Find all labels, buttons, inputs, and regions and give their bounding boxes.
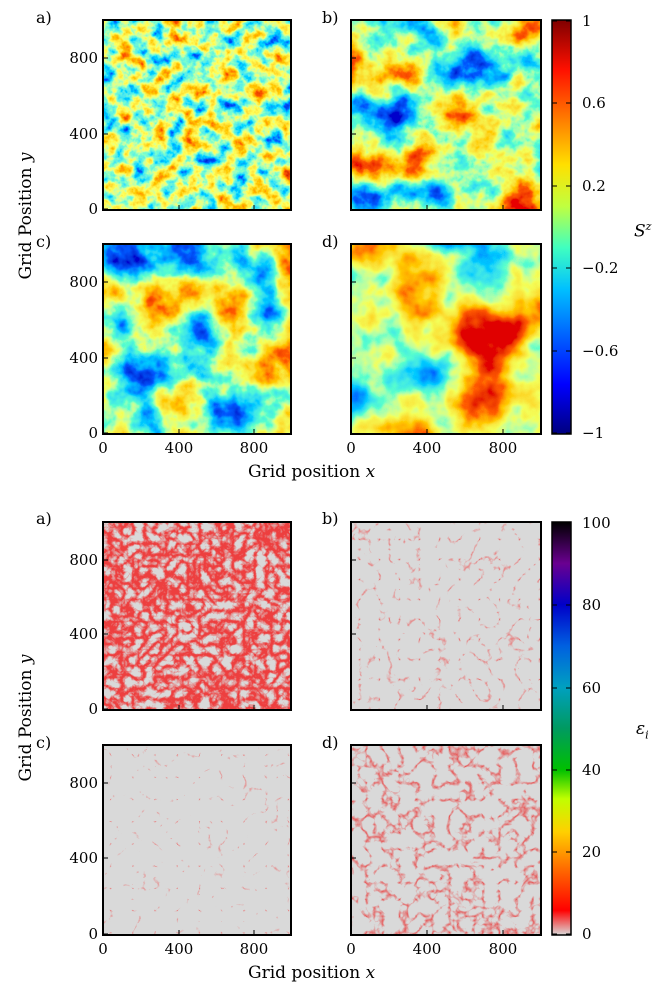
top-cbar-tick-0.2: 0.2: [582, 177, 606, 195]
bottom-cbar-tick-40: 40: [582, 761, 602, 779]
top-a-ytick-800: 800: [69, 49, 98, 67]
top-panel-label-a: a): [36, 8, 52, 27]
bottom-a-ytick-800: 800: [69, 551, 98, 569]
bottom-c-xtick-800: 800: [239, 940, 269, 958]
top-a-ytick-400: 400: [69, 125, 98, 143]
top-cbar-tick-neg1: −1: [582, 424, 605, 442]
top-c-ytick-400: 400: [69, 349, 98, 367]
bottom-c-ytick-400: 400: [69, 849, 98, 867]
top-cbar-tick-1: 1: [582, 12, 592, 30]
top-a-ytick-0: 0: [88, 200, 98, 218]
bottom-d-xtick-400: 400: [412, 940, 442, 958]
top-d-xtick-0: 0: [346, 439, 356, 457]
bottom-cbar-tick-20: 20: [582, 843, 602, 861]
top-colorbar-label: Sz: [634, 220, 652, 242]
top-c-ytick-0: 0: [88, 424, 98, 442]
bottom-y-axis-label: Grid Position y: [16, 654, 36, 782]
bottom-x-axis-label: Grid position x: [248, 963, 376, 983]
bottom-panel-c-heatmap: [102, 744, 292, 936]
top-panel-d-heatmap: [350, 243, 542, 435]
top-y-axis-label: Grid Position y: [16, 152, 36, 280]
top-panel-label-c: c): [36, 232, 52, 251]
top-panel-b-heatmap: [350, 19, 542, 211]
top-cbar-tick-neg0.6: −0.6: [582, 342, 619, 360]
top-panel-c-heatmap: [102, 243, 292, 435]
bottom-colorbar-label: εi: [636, 719, 649, 742]
bottom-cbar-tick-100: 100: [582, 514, 611, 532]
top-c-xtick-0: 0: [98, 439, 108, 457]
bottom-a-ytick-0: 0: [88, 700, 98, 718]
bottom-a-ytick-400: 400: [69, 625, 98, 643]
top-panel-a-heatmap: [102, 19, 292, 211]
bottom-panel-label-a: a): [36, 509, 52, 528]
top-panel-label-b: b): [322, 8, 339, 27]
bottom-panel-b-heatmap: [350, 521, 542, 711]
top-x-axis-label: Grid position x: [248, 462, 376, 482]
bottom-panel-d-heatmap: [350, 744, 542, 936]
top-d-xtick-800: 800: [488, 439, 518, 457]
bottom-cbar-tick-80: 80: [582, 596, 602, 614]
bottom-cbar-tick-0: 0: [582, 925, 592, 943]
bottom-axis-ticks: [103, 559, 504, 935]
bottom-c-xtick-400: 400: [164, 940, 194, 958]
bottom-cbar-tick-60: 60: [582, 679, 602, 697]
bottom-panel-label-b: b): [322, 509, 339, 528]
top-d-xtick-400: 400: [412, 439, 442, 457]
bottom-c-xtick-0: 0: [98, 940, 108, 958]
top-c-xtick-800: 800: [239, 439, 269, 457]
top-cbar-tick-neg0.2: −0.2: [582, 259, 619, 277]
bottom-panel-a-heatmap: [102, 521, 292, 711]
bottom-panel-label-d: d): [322, 733, 339, 752]
bottom-d-xtick-800: 800: [488, 940, 518, 958]
bottom-c-ytick-0: 0: [88, 925, 98, 943]
top-panel-label-d: d): [322, 232, 339, 251]
bottom-d-xtick-0: 0: [346, 940, 356, 958]
bottom-colorbar: [551, 521, 572, 936]
bottom-panel-label-c: c): [36, 733, 52, 752]
top-colorbar: [551, 19, 572, 435]
top-c-ytick-800: 800: [69, 273, 98, 291]
top-c-xtick-400: 400: [164, 439, 194, 457]
top-axis-ticks: [103, 57, 504, 434]
top-cbar-tick-0.6: 0.6: [582, 94, 606, 112]
bottom-c-ytick-800: 800: [69, 774, 98, 792]
